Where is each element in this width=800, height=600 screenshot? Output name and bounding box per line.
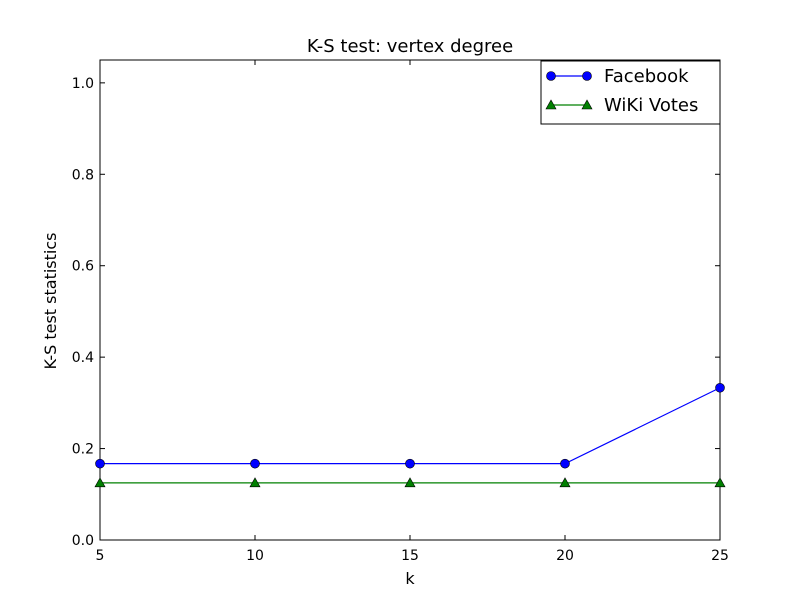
data-point-wiki-votes bbox=[404, 477, 416, 488]
data-point-wiki-votes bbox=[94, 477, 106, 488]
legend-label-facebook: Facebook bbox=[604, 66, 689, 87]
legend: Facebook WiKi Votes bbox=[540, 60, 721, 125]
y-tick-label: 0.4 bbox=[72, 350, 94, 366]
data-point-wiki-votes bbox=[559, 477, 571, 488]
x-tick-label: 20 bbox=[556, 548, 574, 564]
data-point-facebook bbox=[405, 458, 415, 469]
x-tick-label: 10 bbox=[246, 548, 264, 564]
data-point-facebook bbox=[715, 382, 725, 393]
x-axis-label: k bbox=[405, 569, 415, 588]
x-tick-label: 15 bbox=[401, 548, 419, 564]
plot-area: 5 10 15 20 25 0.0 0.2 0.4 0.6 0.8 1.0 bbox=[72, 59, 729, 564]
y-tick-label: 1.0 bbox=[72, 76, 94, 92]
data-point-wiki-votes bbox=[714, 477, 726, 488]
x-tick-label: 5 bbox=[96, 548, 105, 564]
y-tick-label: 0.0 bbox=[72, 533, 94, 549]
y-tick-label: 0.2 bbox=[72, 442, 94, 458]
data-point-facebook bbox=[95, 458, 105, 469]
y-tick-label: 0.8 bbox=[72, 167, 94, 183]
y-tick-label: 0.6 bbox=[72, 259, 94, 275]
chart-title: K-S test: vertex degree bbox=[307, 36, 513, 57]
y-axis-label: K-S test statistics bbox=[41, 233, 60, 370]
data-point-facebook bbox=[250, 458, 260, 469]
data-point-wiki-votes bbox=[249, 477, 261, 488]
legend-marker-facebook bbox=[546, 71, 556, 81]
legend-marker-wiki-votes bbox=[581, 99, 593, 110]
legend-marker-facebook bbox=[582, 71, 592, 81]
data-point-facebook bbox=[560, 458, 570, 469]
legend-marker-wiki-votes bbox=[545, 99, 557, 110]
x-tick-label: 25 bbox=[711, 548, 729, 564]
legend-box bbox=[540, 60, 721, 125]
legend-label-wiki-votes: WiKi Votes bbox=[604, 95, 698, 116]
